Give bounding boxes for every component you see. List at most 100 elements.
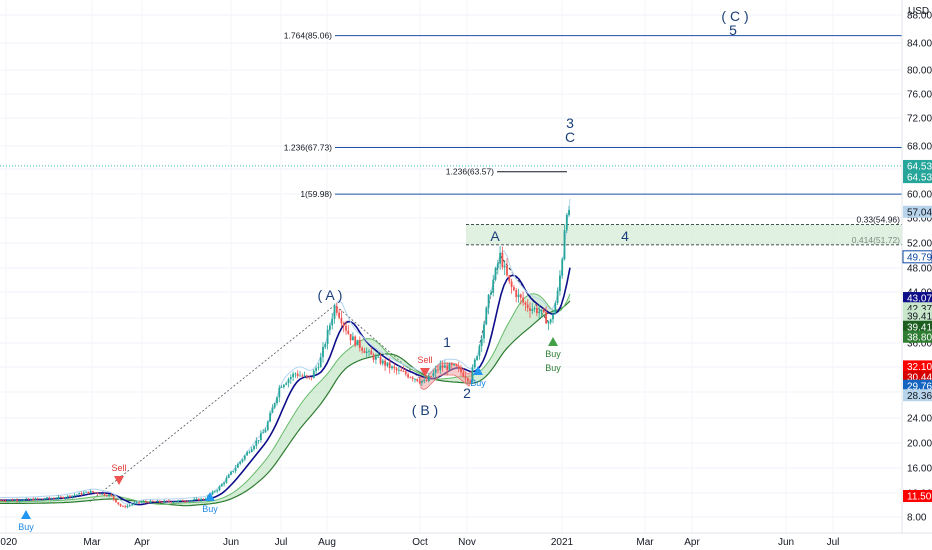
candle-body bbox=[237, 464, 239, 468]
wave-label: C bbox=[565, 129, 575, 145]
candle-body bbox=[13, 499, 16, 501]
candle-body bbox=[151, 500, 154, 502]
price-tag bbox=[903, 490, 932, 502]
candle-body bbox=[370, 350, 373, 355]
wave-label: ( C ) bbox=[721, 8, 748, 24]
candle-body bbox=[147, 502, 150, 503]
candle-body bbox=[547, 322, 550, 324]
candle-body bbox=[391, 366, 393, 369]
candle-body bbox=[506, 265, 508, 276]
buy-signal-marker[interactable] bbox=[473, 366, 483, 375]
candle-body bbox=[131, 504, 133, 506]
candle-body bbox=[540, 309, 543, 312]
candle-body bbox=[418, 381, 421, 383]
candle-body bbox=[395, 368, 398, 371]
candle-body bbox=[69, 495, 71, 497]
candle-body bbox=[416, 378, 419, 382]
time-axis[interactable]: 2020 Mar Apr Jun Jul Aug Oct Nov 2021 Mar Apr Jun Ju… bbox=[0, 537, 839, 548]
price-tick-label: 24.00 bbox=[907, 414, 932, 425]
price-tick-label: 52.00 bbox=[907, 239, 932, 250]
candle-body bbox=[82, 492, 85, 495]
candle-body bbox=[138, 501, 140, 503]
sell-signal-marker[interactable] bbox=[420, 368, 430, 377]
candle-body bbox=[232, 471, 235, 472]
candle-body bbox=[356, 339, 359, 346]
candle-body bbox=[439, 365, 442, 371]
candle-body bbox=[301, 375, 304, 377]
candle-body bbox=[161, 501, 163, 503]
sell-signal-label: Sell bbox=[417, 355, 432, 365]
candle-body bbox=[448, 363, 451, 370]
candle-body bbox=[446, 365, 449, 370]
buy-signal-marker[interactable] bbox=[21, 510, 31, 519]
price-tag-label: 43.07 bbox=[907, 294, 932, 305]
time-tick-label: Jul bbox=[827, 537, 840, 548]
candle-body bbox=[165, 500, 168, 502]
candle-body bbox=[310, 377, 313, 379]
candle-body bbox=[278, 387, 281, 398]
candle-body bbox=[294, 373, 297, 375]
sell-signal-marker[interactable] bbox=[114, 476, 124, 485]
candle-body bbox=[319, 357, 322, 368]
candle-body bbox=[78, 493, 81, 495]
candle-body bbox=[94, 492, 97, 494]
candle-body bbox=[453, 364, 455, 366]
candle-body bbox=[554, 303, 557, 315]
candle-body bbox=[503, 265, 506, 268]
candle-body bbox=[55, 498, 58, 500]
time-tick-label: Aug bbox=[318, 537, 336, 548]
candle-body bbox=[556, 291, 559, 303]
candle-body bbox=[108, 494, 110, 497]
candle-body bbox=[271, 407, 274, 413]
candle-body bbox=[264, 430, 267, 433]
buy-signal-label: Buy bbox=[545, 349, 561, 359]
price-tag bbox=[903, 205, 932, 218]
candle-body bbox=[92, 491, 94, 493]
candle-body bbox=[464, 376, 467, 379]
candle-body bbox=[363, 350, 366, 353]
price-tick-label: 16.00 bbox=[907, 464, 932, 475]
candle-body bbox=[478, 345, 481, 357]
price-tick-label: 56.00 bbox=[907, 214, 932, 225]
candle-body bbox=[124, 506, 127, 508]
time-tick-label: Mar bbox=[636, 537, 654, 548]
price-tag-label: 64.53 bbox=[907, 161, 932, 172]
candle-body bbox=[142, 501, 145, 503]
candle-body bbox=[322, 346, 324, 358]
buy-signal-marker[interactable] bbox=[548, 337, 558, 346]
candle-body bbox=[59, 496, 62, 498]
candle-body bbox=[122, 506, 124, 507]
candle-body bbox=[117, 502, 120, 505]
price-tick-label: 36.00 bbox=[907, 339, 932, 350]
price-tick-label: 72.00 bbox=[907, 114, 932, 125]
candle-body bbox=[276, 397, 278, 404]
candle-body bbox=[536, 308, 538, 314]
candle-body bbox=[34, 498, 37, 501]
candle-body bbox=[533, 308, 536, 310]
price-tick-label: 76.00 bbox=[907, 90, 932, 101]
price-axis[interactable] bbox=[902, 0, 932, 550]
candle-body bbox=[156, 500, 159, 502]
candle-body bbox=[172, 502, 175, 503]
candle-body bbox=[469, 381, 472, 382]
candle-body bbox=[223, 482, 225, 485]
candle-body bbox=[326, 329, 329, 344]
price-tags: 64.5364.5357.0449.7943.0742.3739.4139.41… bbox=[902, 159, 932, 503]
candle-body bbox=[0, 500, 2, 501]
candle-body bbox=[345, 325, 347, 331]
candle-body bbox=[188, 500, 191, 502]
price-tag-label: 57.04 bbox=[907, 207, 932, 218]
candle-body bbox=[260, 433, 262, 440]
candle-body bbox=[499, 252, 501, 264]
candle-body bbox=[517, 294, 520, 298]
candle-body bbox=[273, 403, 276, 408]
candle-body bbox=[43, 498, 46, 500]
time-tick-label: 2021 bbox=[551, 537, 574, 548]
buy-signal-marker[interactable] bbox=[205, 492, 215, 501]
candle-body bbox=[377, 356, 380, 358]
price-tag-label: 32.10 bbox=[907, 362, 932, 373]
candle-body bbox=[529, 308, 531, 311]
candle-body bbox=[227, 474, 230, 478]
candle-body bbox=[538, 311, 541, 314]
